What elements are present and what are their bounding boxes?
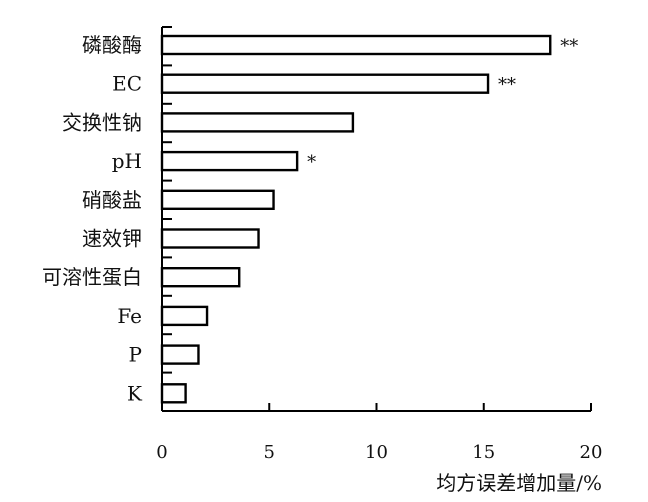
- bars-group: [160, 34, 552, 404]
- axes-group: [161, 26, 592, 412]
- category-label: EC: [112, 72, 142, 96]
- category-label: Fe: [117, 304, 142, 328]
- x-tick-label: 0: [156, 442, 167, 463]
- bar: [160, 34, 552, 56]
- significance-mark: **: [560, 36, 578, 57]
- bar: [160, 267, 241, 288]
- significance-labels: *****: [307, 36, 578, 173]
- bar: [160, 189, 275, 211]
- category-label: K: [127, 381, 143, 405]
- category-label: 可溶性蛋白: [42, 265, 142, 289]
- category-label: 交换性钠: [62, 110, 142, 134]
- bar: [160, 73, 490, 94]
- x-tick-label: 15: [472, 442, 495, 463]
- bar: [160, 112, 355, 133]
- x-axis-label: 均方误差增加量/%: [436, 471, 602, 495]
- significance-mark: *: [307, 152, 316, 173]
- bar: [160, 344, 200, 365]
- x-tick-label: 10: [365, 442, 388, 463]
- bar: [160, 228, 260, 249]
- bar: [160, 305, 209, 327]
- bar: [160, 383, 187, 404]
- category-label: P: [129, 343, 142, 367]
- x-tick-labels: 0 5 10 15 20: [156, 442, 602, 463]
- significance-mark: **: [498, 75, 516, 96]
- category-label: 速效钾: [82, 227, 142, 251]
- bar: [160, 150, 299, 172]
- category-label: 硝酸盐: [82, 188, 142, 212]
- category-label: 磷酸酶: [82, 33, 142, 57]
- x-tick-label: 5: [264, 442, 275, 463]
- x-tick-label: 20: [580, 442, 603, 463]
- category-label: pH: [112, 149, 142, 173]
